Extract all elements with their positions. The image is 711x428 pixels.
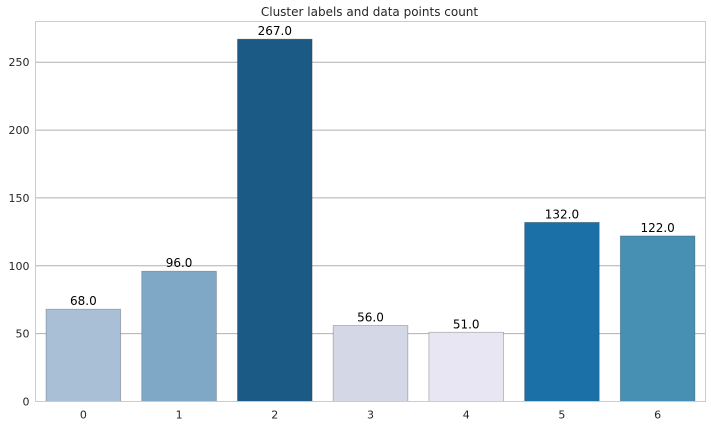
x-tick-label: 0	[80, 409, 87, 422]
y-tick-label: 100	[9, 260, 30, 273]
bar-1	[141, 270, 217, 402]
bar-2	[237, 38, 313, 402]
y-tick-label: 0	[23, 396, 30, 409]
x-tick-label: 3	[367, 409, 374, 422]
bar-5	[524, 221, 600, 402]
plot-frame	[35, 21, 706, 402]
bar-4	[428, 331, 504, 402]
data-label-4: 51.0	[453, 317, 480, 331]
bar-0	[45, 308, 122, 402]
bars	[45, 38, 696, 402]
gridlines	[35, 61, 706, 335]
chart-title: Cluster labels and data points count	[261, 5, 479, 19]
x-axis: 0 1 2 3 4 5 6	[80, 409, 661, 422]
y-tick-label: 200	[9, 124, 30, 137]
x-tick-label: 1	[176, 409, 183, 422]
data-label-1: 96.0	[166, 256, 193, 270]
x-tick-label: 6	[654, 409, 661, 422]
bar-3	[332, 325, 409, 402]
x-tick-label: 2	[271, 409, 278, 422]
y-axis: 0 50 100 150 200 250	[9, 56, 30, 408]
data-label-5: 132.0	[545, 207, 579, 221]
x-tick-label: 4	[463, 409, 470, 422]
y-tick-label: 250	[9, 56, 30, 69]
data-label-3: 56.0	[357, 311, 384, 325]
data-label-2: 267.0	[258, 24, 292, 38]
data-label-6: 122.0	[640, 221, 674, 235]
y-tick-label: 50	[16, 328, 30, 341]
data-labels: 68.0 96.0 267.0 56.0 51.0 132.0 122.0	[70, 24, 675, 331]
y-tick-label: 150	[9, 192, 30, 205]
bar-6	[619, 235, 696, 402]
x-tick-label: 5	[558, 409, 565, 422]
data-label-0: 68.0	[70, 294, 97, 308]
